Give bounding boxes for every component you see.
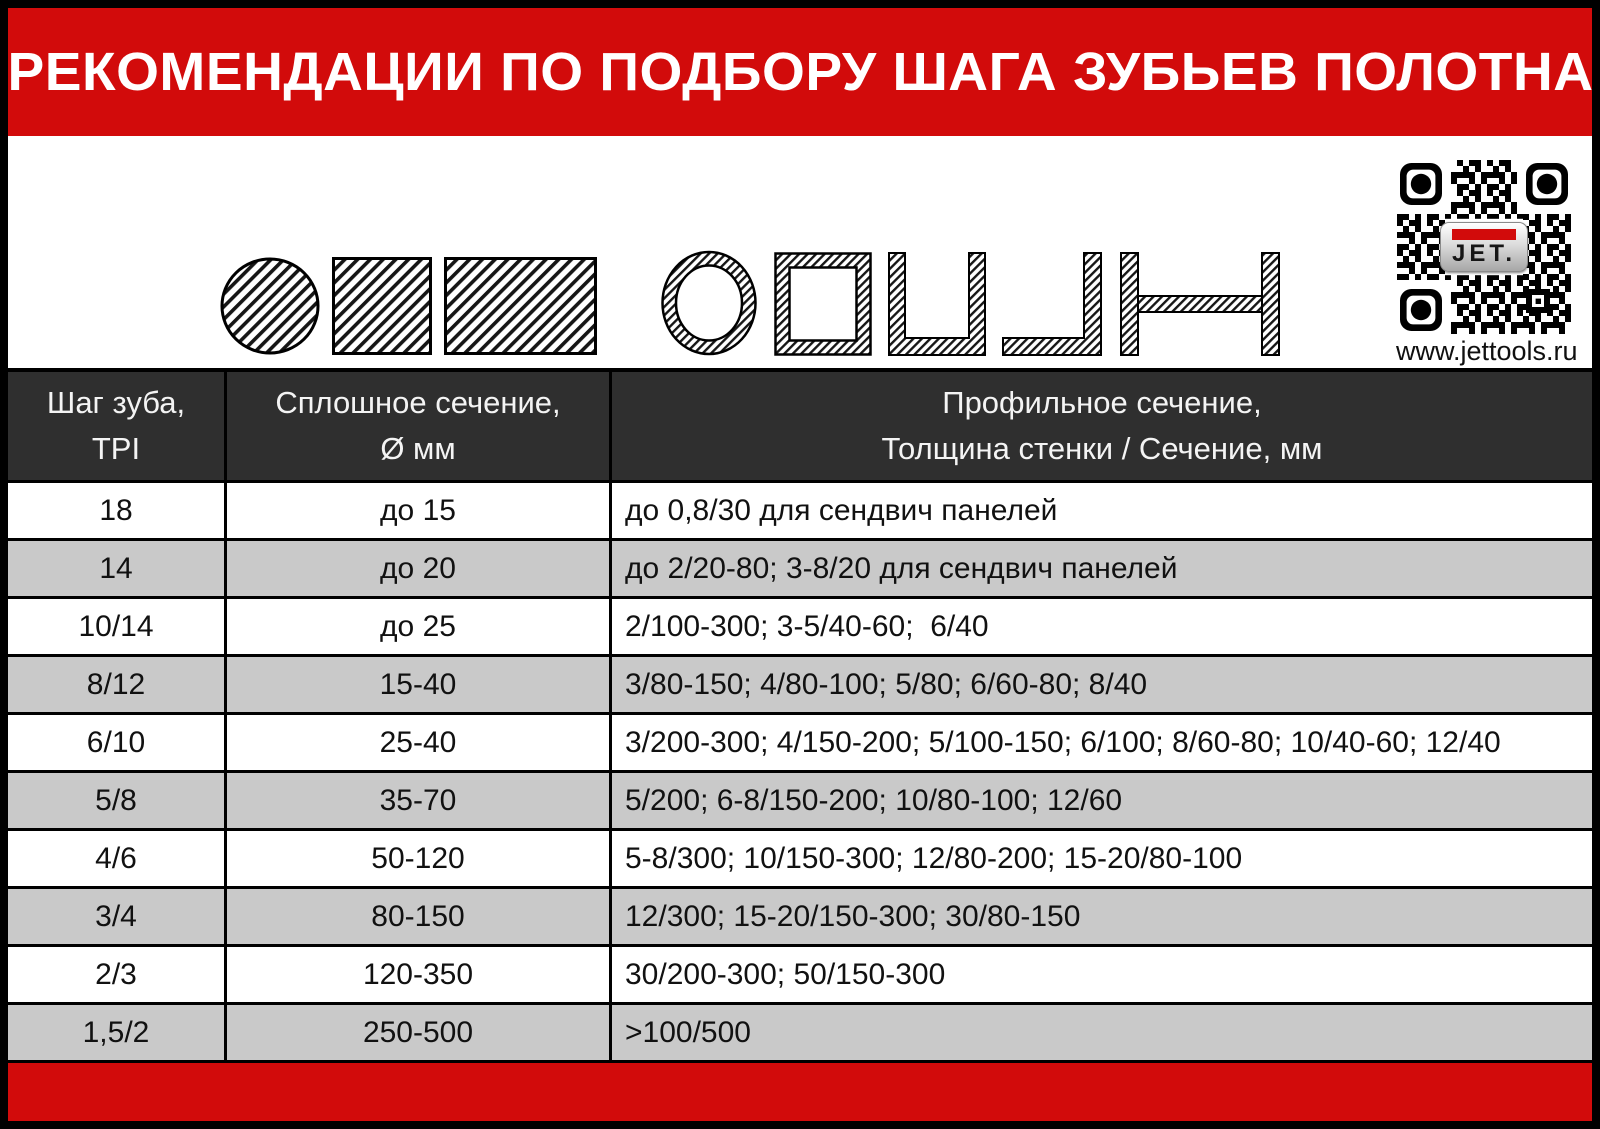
title-banner: РЕКОМЕНДАЦИИ ПО ПОДБОРУ ШАГА ЗУБЬЕВ ПОЛО… [8,8,1592,136]
header-solid-line2: Ø мм [380,431,456,466]
cell-solid-section: 120-350 [224,947,609,1002]
cell-solid-section: до 15 [224,483,609,538]
recommendation-table: Шаг зуба, TPI Сплошное сечение, Ø мм Про… [8,368,1592,1063]
cell-tpi: 2/3 [95,957,137,991]
cell-tpi: 1,5/2 [82,1015,150,1049]
page-title: РЕКОМЕНДАЦИИ ПО ПОДБОРУ ШАГА ЗУБЬЕВ ПОЛО… [6,42,1594,102]
cell-profile-section: до 2/20-80; 3-8/20 для сендвич панелей [609,541,1592,596]
jet-logo-red-bar [1452,229,1516,240]
table-row: 6/10 25-40 3/200-300; 4/150-200; 5/100-1… [8,715,1592,773]
cell-tpi: 3/4 [95,899,137,933]
cell-solid-section: до 25 [224,599,609,654]
cell-profile-section: до 0,8/30 для сендвич панелей [609,483,1592,538]
jet-logo-text: JET. [1451,240,1517,267]
cell-tpi: 6/10 [86,725,146,759]
cell-profile-section: 3/80-150; 4/80-100; 5/80; 6/60-80; 8/40 [609,657,1592,712]
cell-profile-section: 30/200-300; 50/150-300 [609,947,1592,1002]
table-row: 1,5/2 250-500 >100/500 [8,1005,1592,1063]
cell-solid-section: 250-500 [224,1005,609,1060]
cell-tpi: 18 [99,493,133,527]
header-solid-line1: Сплошное сечение, [275,385,561,420]
cell-solid-section: до 20 [224,541,609,596]
cell-profile-section: 12/300; 15-20/150-300; 30/80-150 [609,889,1592,944]
cell-profile-section: 2/100-300; 3-5/40-60; 6/40 [609,599,1592,654]
cell-solid-section: 25-40 [224,715,609,770]
table-row: 4/6 50-120 5-8/300; 10/150-300; 12/80-20… [8,831,1592,889]
cell-profile-section: 3/200-300; 4/150-200; 5/100-150; 6/100; … [609,715,1592,770]
header-tpi: Шаг зуба, TPI [8,372,224,480]
cell-profile-section: 5/200; 6-8/150-200; 10/80-100; 12/60 [609,773,1592,828]
header-tpi-line1: Шаг зуба, [46,385,186,420]
qr-code-icon: JET. [1397,160,1571,334]
cell-solid-section: 15-40 [224,657,609,712]
cell-profile-section: >100/500 [609,1005,1592,1060]
qr-block: JET. www.jettools.ru [1396,160,1578,367]
table-header-row: Шаг зуба, TPI Сплошное сечение, Ø мм Про… [8,368,1592,483]
cell-solid-section: 50-120 [224,831,609,886]
solid-flat-bar-icon [444,257,597,355]
table-row: 8/12 15-40 3/80-150; 4/80-100; 5/80; 6/6… [8,657,1592,715]
cell-tpi: 4/6 [95,841,137,875]
table-row: 2/3 120-350 30/200-300; 50/150-300 [8,947,1592,1005]
cell-tpi: 8/12 [86,667,146,701]
cell-solid-section: 35-70 [224,773,609,828]
channel-profile-icon [888,252,986,356]
sections-band: JET. www.jettools.ru [8,136,1592,368]
table-row: 3/4 80-150 12/300; 15-20/150-300; 30/80-… [8,889,1592,947]
header-solid-section: Сплошное сечение, Ø мм [224,372,609,480]
round-tube-icon [661,250,757,356]
i-beam-profile-icon [1120,252,1280,356]
header-profile-section: Профильное сечение, Толщина стенки / Сеч… [609,372,1592,480]
cell-tpi: 5/8 [95,783,137,817]
header-tpi-line2: TPI [91,431,141,466]
table-row: 14 до 20 до 2/20-80; 3-8/20 для сендвич … [8,541,1592,599]
header-profile-line1: Профильное сечение, [942,385,1262,420]
footer-bar [8,1063,1592,1121]
solid-square-bar-icon [332,257,432,355]
cell-tpi: 14 [99,551,133,585]
cell-profile-section: 5-8/300; 10/150-300; 12/80-200; 15-20/80… [609,831,1592,886]
table-row: 18 до 15 до 0,8/30 для сендвич панелей [8,483,1592,541]
solid-round-bar-icon [220,257,320,355]
cell-solid-section: 80-150 [224,889,609,944]
square-tube-icon [774,252,872,356]
angle-profile-icon [1002,252,1102,356]
jet-logo: JET. [1440,222,1528,272]
table-row: 5/8 35-70 5/200; 6-8/150-200; 10/80-100;… [8,773,1592,831]
website-url: www.jettools.ru [1396,336,1578,366]
table-row: 10/14 до 25 2/100-300; 3-5/40-60; 6/40 [8,599,1592,657]
header-profile-line2: Толщина стенки / Сечение, мм [881,431,1323,466]
cell-tpi: 10/14 [78,609,154,643]
